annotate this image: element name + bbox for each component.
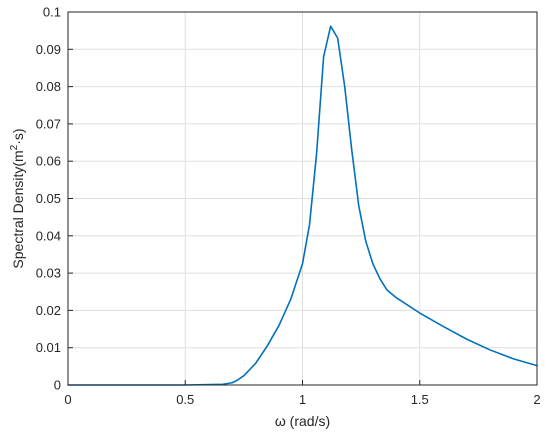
y-tick-label: 0.07 <box>36 116 61 131</box>
series-line <box>67 25 538 386</box>
y-axis-label: Spectral Density(m2·s) <box>9 128 26 268</box>
x-tick-label: 0 <box>64 392 71 407</box>
x-axis-label: ω (rad/s) <box>275 413 330 429</box>
y-tick-label: 0.05 <box>36 191 61 206</box>
grid <box>67 11 538 386</box>
y-tick-label: 0.06 <box>36 154 61 169</box>
x-tick-label: 0.5 <box>176 392 194 407</box>
y-tick-label: 0.02 <box>36 303 61 318</box>
x-tick-label: 1 <box>299 392 306 407</box>
x-tick-label: 1.5 <box>411 392 429 407</box>
y-tick-label: 0.01 <box>36 340 61 355</box>
x-tick-label: 2 <box>533 392 540 407</box>
y-tick-label: 0.04 <box>36 228 61 243</box>
y-tick-label: 0.08 <box>36 79 61 94</box>
y-tick-label: 0.1 <box>43 5 61 20</box>
y-tick-label: 0.03 <box>36 266 61 281</box>
y-tick-label: 0.09 <box>36 42 61 57</box>
ticks: 0 0.5 1 1.5 2 0 0.01 0.02 0.03 0.04 0.05 0.06 0.07 0.… <box>36 5 541 408</box>
y-tick-label: 0 <box>54 378 61 393</box>
